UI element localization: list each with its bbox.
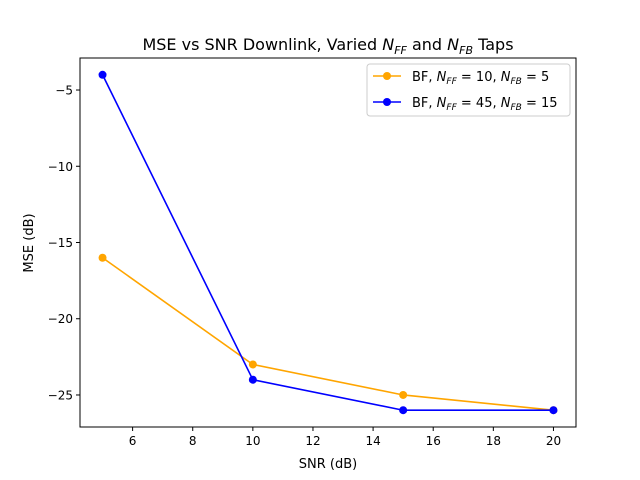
- title-mid: and: [407, 35, 447, 54]
- x-tick-label: 8: [189, 434, 197, 448]
- y-tick-label: −25: [48, 388, 73, 402]
- title-sym1: N: [382, 35, 394, 54]
- title-sub2: FB: [459, 44, 473, 57]
- title-sub1: FF: [394, 44, 407, 57]
- series-line-0: [102, 257, 554, 412]
- x-tick-label: 12: [305, 434, 320, 448]
- series-1-point: [248, 375, 257, 384]
- chart-title: MSE vs SNR Downlink, Varied NFF and NFB …: [142, 35, 513, 57]
- series-line-1: [101, 74, 554, 412]
- y-axis-label: MSE (dB): [22, 213, 37, 272]
- legend: BF, NFF = 10, NFB = 5 BF, NFF = 45, NFB …: [366, 63, 571, 117]
- legend-marker-1: [383, 98, 391, 106]
- data-series: [98, 70, 558, 415]
- x-axis-label: SNR (dB): [299, 457, 357, 472]
- series-1-point: [549, 406, 558, 415]
- x-tick-label: 16: [426, 434, 441, 448]
- y-axis-ticks: −5 −10 −15 −20 −25: [48, 84, 80, 402]
- x-tick-label: 18: [486, 434, 501, 448]
- y-tick-label: −10: [48, 160, 73, 174]
- legend-marker-0: [383, 72, 391, 80]
- y-tick-label: −20: [48, 312, 73, 326]
- x-tick-label: 6: [129, 434, 137, 448]
- series-0-point: [399, 390, 408, 399]
- y-tick-label: −5: [55, 84, 73, 98]
- x-tick-label: 20: [546, 434, 561, 448]
- y-tick-label: −15: [48, 236, 73, 250]
- title-sym2: N: [447, 35, 459, 54]
- x-tick-label: 10: [245, 434, 260, 448]
- series-0-point: [248, 360, 257, 369]
- legend-label-0: BF, NFF = 10, NFB = 5: [412, 70, 549, 87]
- title-prefix: MSE vs SNR Downlink, Varied: [142, 35, 382, 54]
- x-axis-ticks: 6 8 10 12 14 16 18 20: [129, 427, 561, 448]
- series-1-point: [98, 70, 107, 79]
- x-tick-label: 14: [365, 434, 380, 448]
- title-suffix: Taps: [473, 35, 514, 54]
- legend-box: [366, 63, 571, 117]
- series-1-point: [399, 406, 408, 415]
- series-0-point: [98, 253, 107, 262]
- legend-label-1: BF, NFF = 45, NFB = 15: [412, 96, 558, 113]
